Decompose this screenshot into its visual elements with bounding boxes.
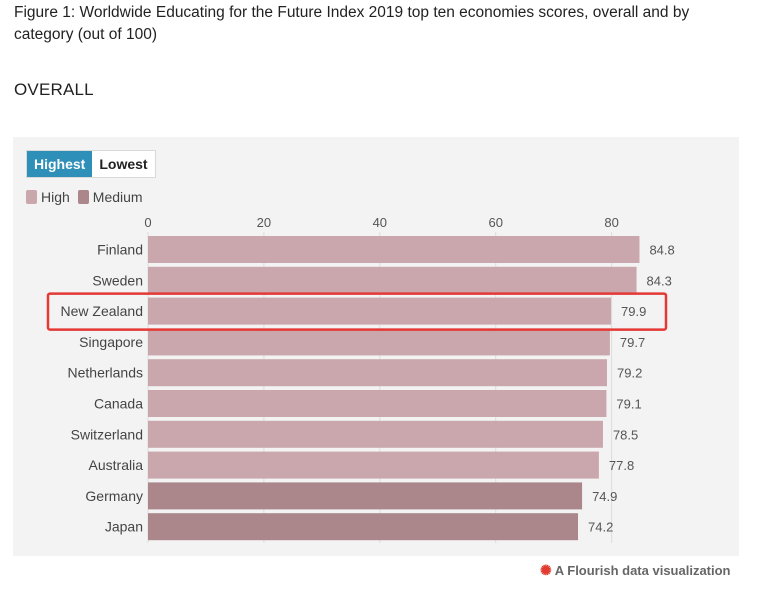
sort-toggle: Highest Lowest bbox=[26, 150, 156, 178]
category-label: Australia bbox=[89, 457, 144, 473]
bar-finland[interactable] bbox=[148, 236, 640, 263]
x-tick-label: 20 bbox=[257, 215, 271, 230]
x-tick-label: 40 bbox=[373, 215, 387, 230]
figure-title: Figure 1: Worldwide Educating for the Fu… bbox=[14, 4, 690, 43]
bar-japan[interactable] bbox=[148, 513, 579, 541]
category-label: New Zealand bbox=[61, 303, 144, 319]
x-tick-label: 60 bbox=[488, 215, 502, 230]
bar-canada[interactable] bbox=[148, 390, 607, 417]
section-heading: OVERALL bbox=[14, 80, 94, 99]
x-axis-ticks: 0 20 40 60 80 bbox=[144, 215, 618, 230]
legend: High Medium bbox=[26, 189, 151, 205]
flourish-credit-text: A Flourish data visualization bbox=[554, 563, 731, 578]
x-tick-label: 0 bbox=[144, 215, 151, 230]
data-label: 79.9 bbox=[621, 304, 646, 319]
category-label: Japan bbox=[105, 519, 143, 535]
legend-item-medium[interactable]: Medium bbox=[77, 189, 143, 205]
category-label: Sweden bbox=[92, 272, 143, 288]
bar-switzerland[interactable] bbox=[148, 420, 603, 448]
data-label: 84.3 bbox=[647, 273, 672, 288]
category-label: Finland bbox=[97, 242, 143, 258]
category-label: Netherlands bbox=[68, 365, 144, 381]
data-label: 84.8 bbox=[649, 243, 674, 258]
category-label: Switzerland bbox=[71, 426, 143, 442]
bar-new-zealand[interactable] bbox=[148, 297, 612, 325]
legend-label-medium: Medium bbox=[92, 189, 143, 205]
data-label: 74.2 bbox=[588, 520, 613, 535]
legend-swatch-medium bbox=[77, 190, 89, 204]
legend-label-high: High bbox=[41, 189, 70, 205]
bar-singapore[interactable] bbox=[148, 328, 610, 356]
bar-sweden[interactable] bbox=[148, 266, 637, 294]
legend-item-high[interactable]: High bbox=[26, 189, 70, 205]
x-tick-label: 80 bbox=[604, 215, 618, 230]
data-label: 79.1 bbox=[616, 397, 641, 412]
value-labels: 84.8 84.3 79.9 79.7 79.2 79.1 78.5 77.8 74.9 74.2 bbox=[588, 243, 675, 535]
lowest-button[interactable]: Lowest bbox=[92, 151, 155, 177]
data-label: 77.8 bbox=[609, 458, 634, 473]
flourish-burst-icon: ✺ bbox=[540, 562, 552, 578]
legend-swatch-high bbox=[26, 190, 37, 204]
category-label: Canada bbox=[94, 396, 143, 412]
category-labels: Finland Sweden New Zealand Singapore Netherl… bbox=[61, 242, 144, 535]
data-label: 79.7 bbox=[620, 335, 645, 350]
data-label: 74.9 bbox=[592, 489, 617, 504]
bars bbox=[148, 236, 640, 541]
category-label: Singapore bbox=[79, 334, 143, 350]
highest-button[interactable]: Highest bbox=[27, 151, 93, 177]
data-label: 79.2 bbox=[617, 366, 642, 381]
bar-australia[interactable] bbox=[148, 451, 599, 479]
highlight-box bbox=[46, 292, 668, 331]
flourish-credit[interactable]: ✺ A Flourish data visualization bbox=[540, 562, 731, 579]
data-label: 78.5 bbox=[613, 427, 638, 442]
bar-germany[interactable] bbox=[148, 482, 583, 510]
highlight-layer bbox=[46, 292, 668, 331]
category-label: Germany bbox=[85, 488, 143, 504]
bar-netherlands[interactable] bbox=[148, 359, 607, 387]
